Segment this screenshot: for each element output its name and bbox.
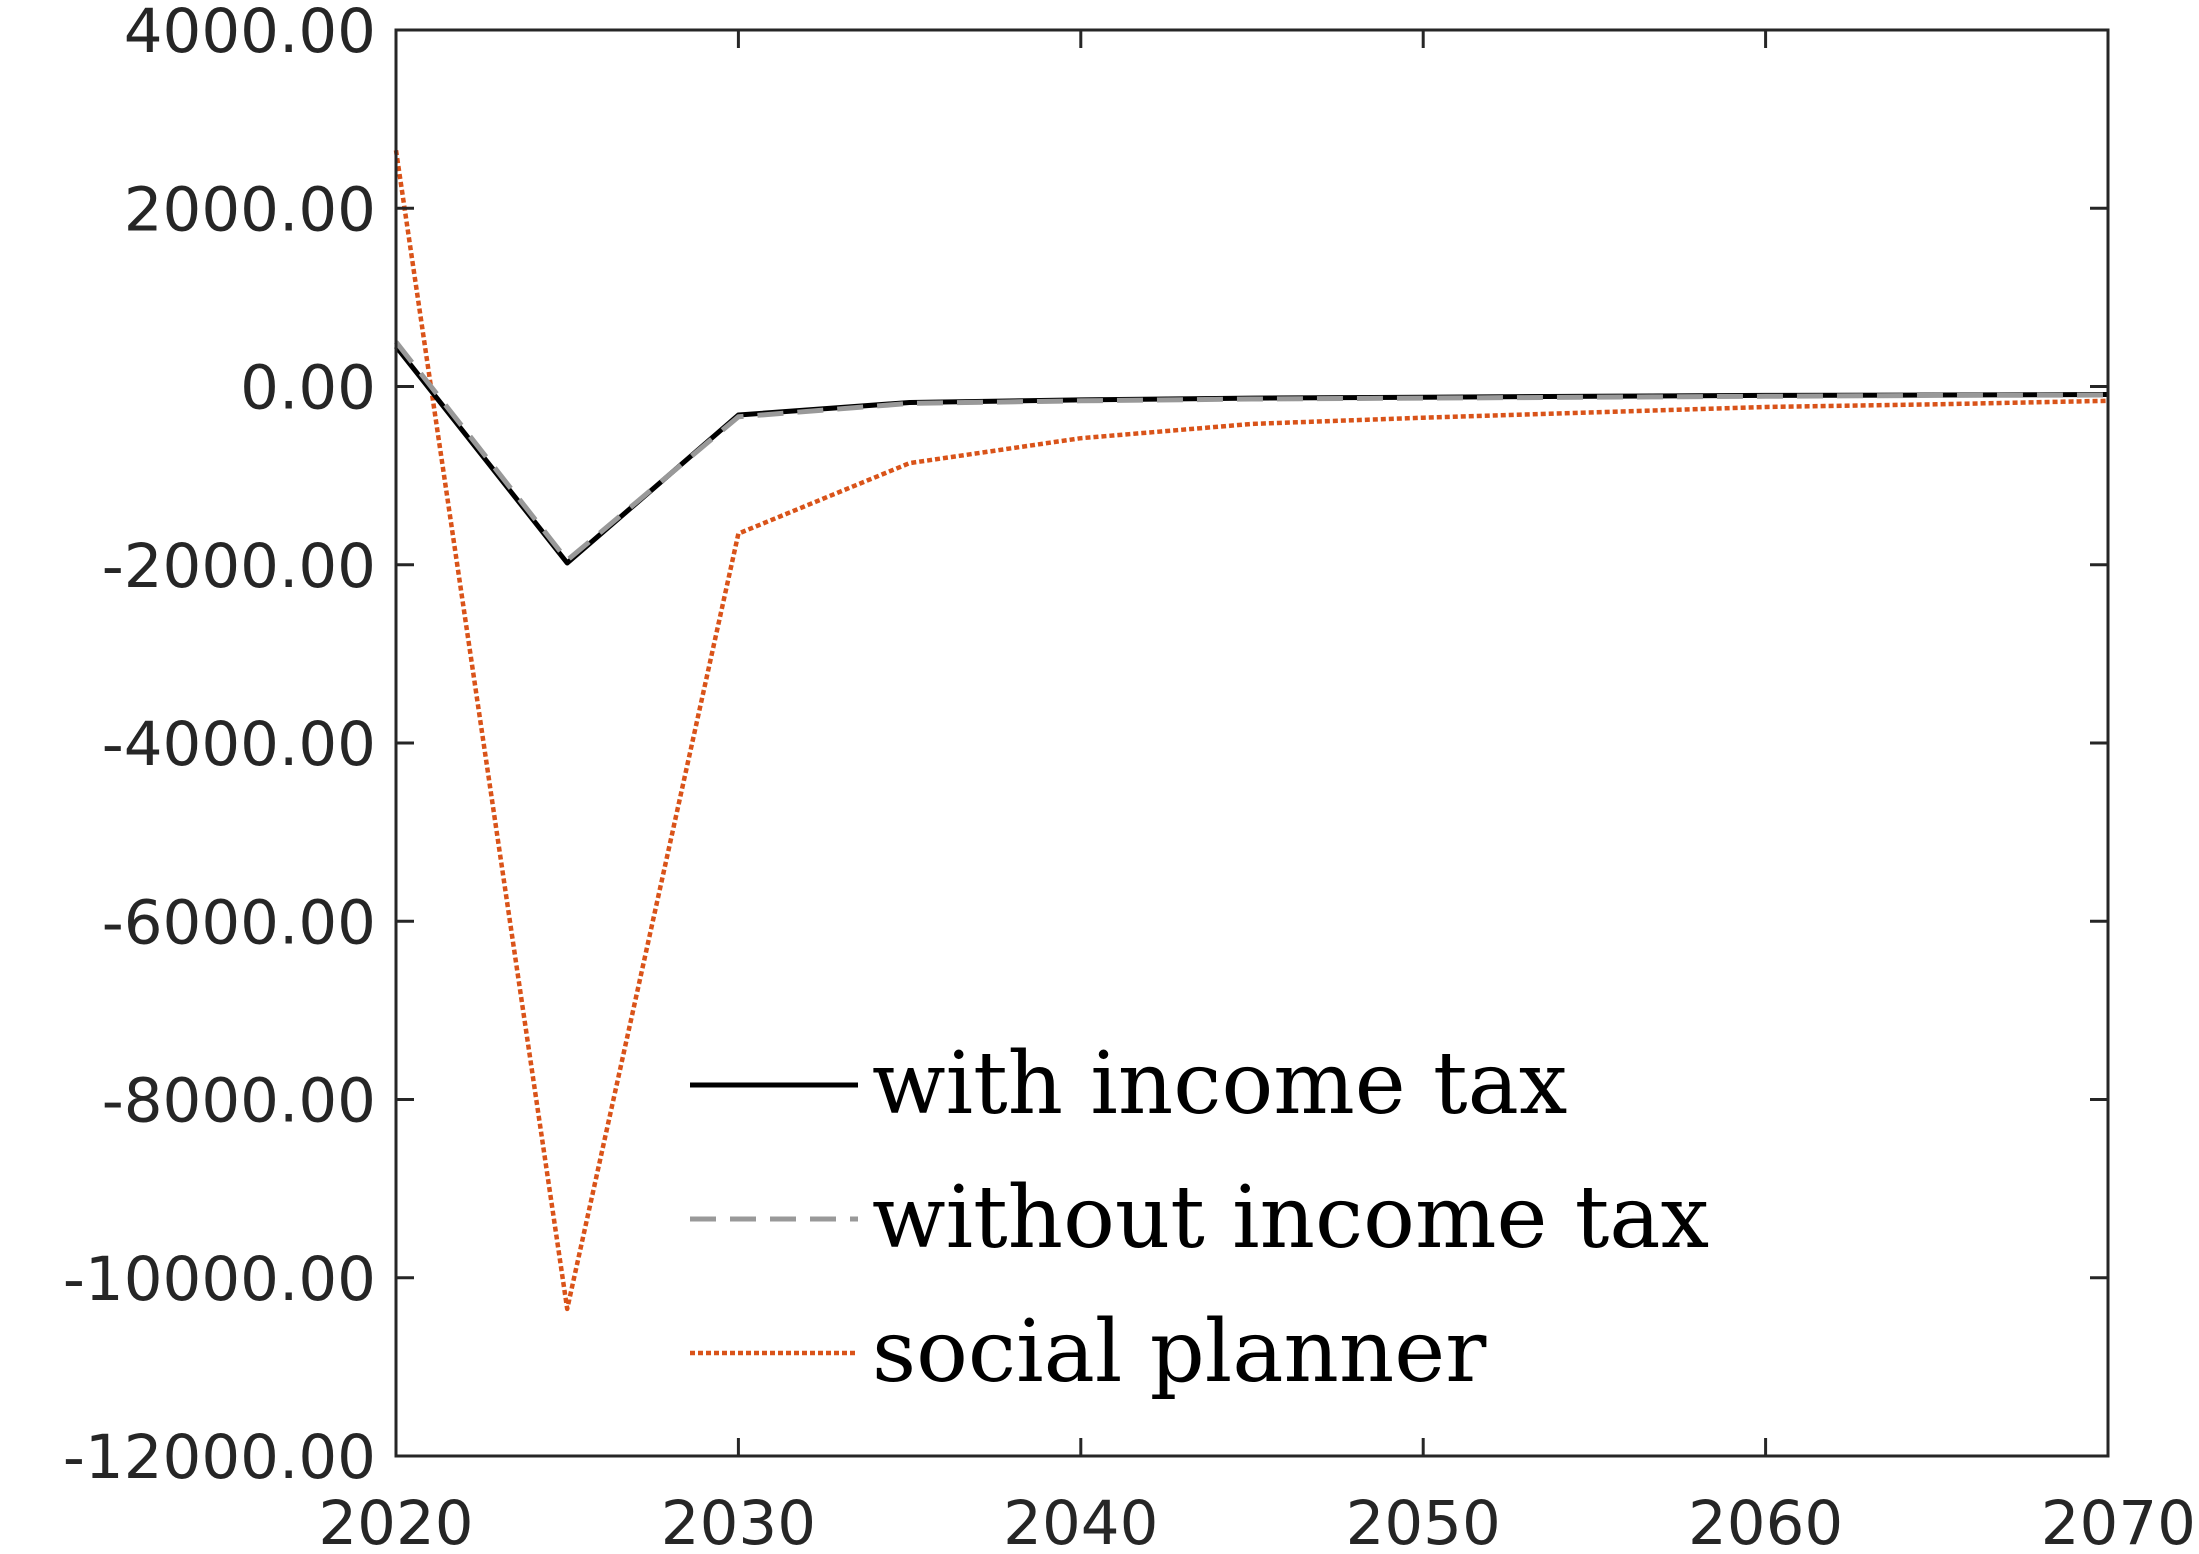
y-axis: 4000.00 2000.00 0.00 -2000.00 -4000.00 -6000.… <box>63 0 2108 1493</box>
series-line-social-planner <box>393 149 2109 1312</box>
legend-label: with income tax <box>872 1034 1567 1134</box>
legend-label: social planner <box>872 1302 1487 1402</box>
x-tick-label: 2030 <box>661 1488 816 1554</box>
y-tick-label: -6000.00 <box>102 887 376 958</box>
legend-label: without income tax <box>872 1168 1709 1268</box>
y-tick-label: 2000.00 <box>124 174 376 245</box>
y-tick-label: 0.00 <box>240 353 376 424</box>
y-tick-label: 4000.00 <box>124 0 376 67</box>
x-tick-label: 2070 <box>2041 1488 2196 1554</box>
y-tick-label: -4000.00 <box>102 709 376 780</box>
x-tick-label: 2050 <box>1346 1488 1501 1554</box>
series-line-without-income-tax <box>394 340 2109 563</box>
y-tick-label: -10000.00 <box>63 1244 376 1315</box>
x-tick-label: 2060 <box>1688 1488 1843 1554</box>
legend: with income tax without income tax social … <box>690 1034 1709 1402</box>
y-tick-label: -12000.00 <box>63 1422 376 1493</box>
y-tick-label: -8000.00 <box>102 1066 376 1137</box>
y-tick-label: -2000.00 <box>102 531 376 602</box>
x-tick-label: 2040 <box>1003 1488 1158 1554</box>
x-axis: 2020 2030 2040 2050 2060 2070 <box>318 30 2196 1554</box>
x-tick-label: 2020 <box>318 1488 473 1554</box>
series-layer <box>393 149 2109 1312</box>
